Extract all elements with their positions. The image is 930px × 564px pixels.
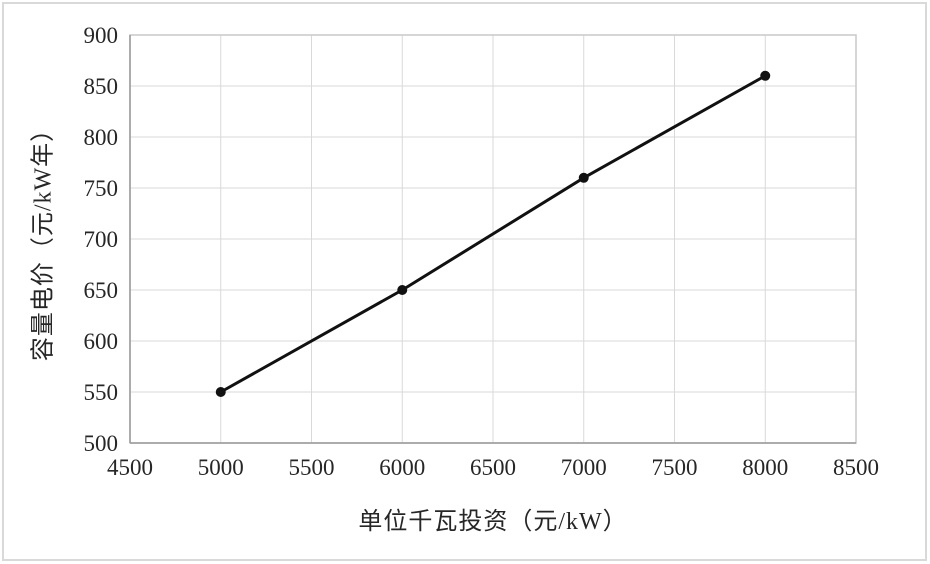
x-tick-label: 6000 bbox=[379, 455, 426, 480]
data-point-marker bbox=[215, 387, 226, 397]
y-tick-label: 800 bbox=[83, 125, 119, 150]
y-tick-label: 750 bbox=[83, 176, 119, 201]
y-tick-label: 500 bbox=[83, 431, 119, 456]
x-tick-label: 4500 bbox=[107, 455, 153, 480]
data-point-marker bbox=[578, 172, 589, 183]
y-tick-label: 900 bbox=[83, 23, 119, 48]
data-point-marker bbox=[760, 70, 771, 81]
y-tick-label: 850 bbox=[83, 74, 119, 99]
series-line bbox=[219, 74, 767, 394]
y-tick-label: 700 bbox=[83, 227, 119, 252]
x-tick-label: 5000 bbox=[197, 455, 244, 480]
x-tick-label: 6500 bbox=[470, 455, 516, 480]
x-tick-label: 7500 bbox=[651, 455, 698, 480]
x-tick-label: 8000 bbox=[742, 455, 789, 480]
y-tick-label: 550 bbox=[83, 380, 119, 405]
x-tick-label: 8500 bbox=[833, 455, 879, 480]
data-point-marker bbox=[397, 285, 408, 295]
x-tick-label: 7000 bbox=[560, 455, 607, 480]
y-tick-label: 600 bbox=[83, 329, 119, 354]
x-tick-label: 5500 bbox=[288, 455, 335, 480]
y-tick-label: 650 bbox=[83, 278, 119, 303]
x-axis-title: 单位千瓦投资（元/kW） bbox=[358, 509, 628, 535]
y-axis-title: 容量电价（元/kW年） bbox=[30, 116, 57, 362]
